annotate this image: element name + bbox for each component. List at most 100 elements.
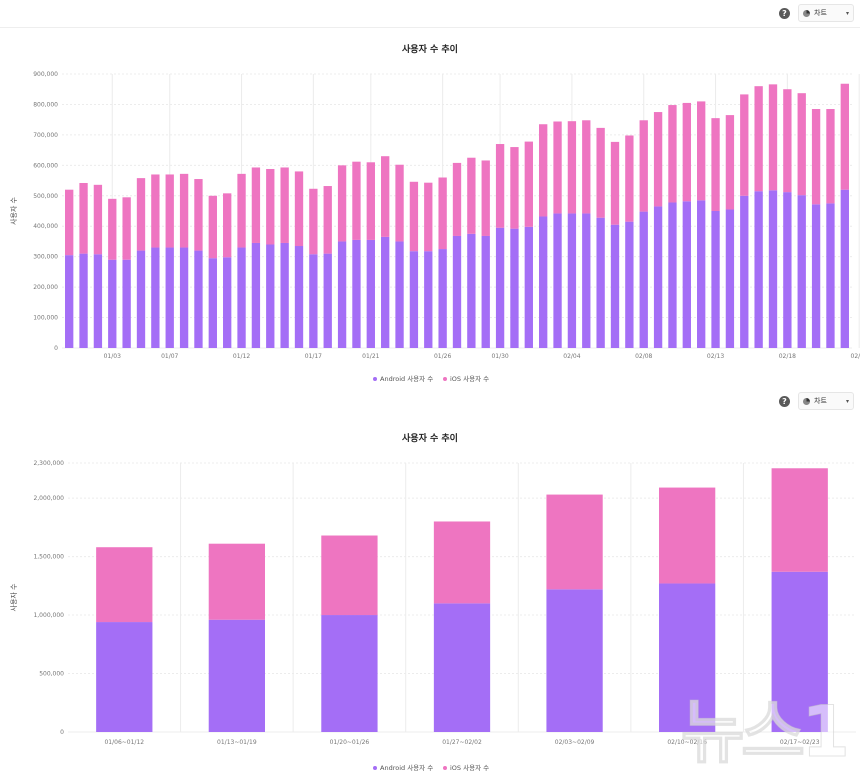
ios-bar xyxy=(280,167,289,243)
android-bar xyxy=(826,203,835,348)
legend-ios-marker xyxy=(443,766,447,770)
android-bar xyxy=(165,247,174,348)
android-bar xyxy=(108,259,117,348)
ios-bar xyxy=(165,174,174,248)
ios-bar xyxy=(553,121,562,214)
ios-bar xyxy=(381,156,390,237)
y-axis-label: 사용자 수 xyxy=(9,196,18,225)
android-bar xyxy=(433,603,491,732)
android-bar xyxy=(452,235,462,348)
y-tick-label: 1,000,000 xyxy=(33,612,64,619)
y-tick-label: 100,000 xyxy=(33,315,58,322)
ios-bar xyxy=(546,494,603,590)
android-bar xyxy=(438,249,447,348)
chart-title: 사용자 수 추이 xyxy=(402,43,458,55)
y-tick-label: 700,000 xyxy=(33,132,58,139)
pie-chart-icon xyxy=(803,9,810,17)
ios-bar xyxy=(625,135,634,222)
ios-bar xyxy=(194,179,203,251)
ios-bar xyxy=(697,101,706,201)
pie-chart-icon xyxy=(803,397,810,405)
ios-bar xyxy=(108,198,117,260)
android-bar xyxy=(208,258,217,348)
android-bar xyxy=(811,204,821,348)
android-bar xyxy=(352,239,361,348)
legend-ios-label: iOS 사용자 수 xyxy=(450,763,489,772)
android-bar xyxy=(294,246,304,348)
android-bar xyxy=(381,236,390,348)
android-bar xyxy=(659,583,716,732)
view-type-label: 차트 xyxy=(814,397,827,405)
legend-android-marker xyxy=(373,766,377,770)
chevron-down-icon: ▾ xyxy=(845,397,849,405)
ios-bar xyxy=(208,195,217,259)
ios-bar xyxy=(395,164,404,242)
ios-bar xyxy=(151,174,160,248)
view-type-select[interactable]: 차트 ▾ xyxy=(798,392,854,410)
ios-bar xyxy=(323,186,332,254)
ios-bar xyxy=(610,141,620,225)
ios-bar xyxy=(65,189,74,256)
android-bar xyxy=(639,211,648,348)
android-bar xyxy=(395,241,404,348)
x-tick-label: 02/17~02/23 xyxy=(780,739,820,746)
y-tick-label: 2,300,000 xyxy=(33,460,64,467)
x-tick-label: 01/12 xyxy=(233,353,250,360)
android-bar xyxy=(96,622,153,732)
ios-bar xyxy=(495,144,505,228)
y-tick-label: 800,000 xyxy=(33,101,58,108)
android-bar xyxy=(366,239,375,348)
android-bar xyxy=(481,235,490,348)
ios-bar xyxy=(639,120,648,212)
android-bar xyxy=(223,257,232,348)
android-bar xyxy=(194,250,203,348)
y-tick-label: 600,000 xyxy=(33,162,58,169)
ios-bar xyxy=(366,162,375,240)
ios-bar xyxy=(668,105,677,203)
daily-users-chart-svg: 사용자 수 추이 0 100,000 200,000 300,000 400,000 500… xyxy=(9,43,860,383)
android-bar xyxy=(740,195,749,348)
android-bar xyxy=(79,253,88,348)
android-bar xyxy=(711,211,720,348)
y-tick-label: 200,000 xyxy=(33,284,58,291)
y-axis-label: 사용자 수 xyxy=(9,583,18,612)
legend-android-marker xyxy=(373,377,377,381)
y-tick-label: 0 xyxy=(60,729,64,736)
help-icon[interactable]: ? xyxy=(779,7,790,19)
android-bar xyxy=(682,201,691,348)
weekly-users-chart-svg: 사용자 수 추이 0 500,000 1,000,000 1,500,000 2,000,… xyxy=(9,432,856,772)
android-bar xyxy=(546,589,603,732)
ios-bar xyxy=(352,161,361,240)
android-bar xyxy=(309,254,318,348)
ios-bar xyxy=(294,171,304,247)
x-tick-label: 02/04 xyxy=(563,353,580,360)
android-bar xyxy=(122,259,131,348)
ios-bar xyxy=(93,184,103,255)
y-tick-label: 300,000 xyxy=(33,254,58,261)
ios-bar xyxy=(653,112,663,207)
ios-bar xyxy=(208,543,265,620)
android-bar xyxy=(725,209,735,348)
ios-bar xyxy=(740,94,749,196)
android-bar xyxy=(495,227,505,348)
view-type-label: 차트 xyxy=(814,9,827,17)
android-bar xyxy=(266,244,275,348)
ios-bar xyxy=(122,197,131,260)
help-icon[interactable]: ? xyxy=(779,395,790,407)
ios-bar xyxy=(79,182,88,254)
ios-bar xyxy=(797,93,806,196)
android-bar xyxy=(567,213,577,348)
android-bar xyxy=(510,228,519,348)
android-bar xyxy=(582,213,591,348)
legend-ios-marker xyxy=(443,377,447,381)
android-bar xyxy=(610,224,620,348)
android-bar xyxy=(783,192,792,348)
ios-bar xyxy=(237,173,246,248)
ios-bar xyxy=(582,120,591,214)
ios-bar xyxy=(811,109,821,205)
view-type-select[interactable]: 차트 ▾ xyxy=(798,4,854,22)
android-bar xyxy=(625,221,634,348)
android-bar xyxy=(93,254,103,348)
android-bar xyxy=(768,190,778,348)
y-tick-label: 500,000 xyxy=(39,671,64,678)
